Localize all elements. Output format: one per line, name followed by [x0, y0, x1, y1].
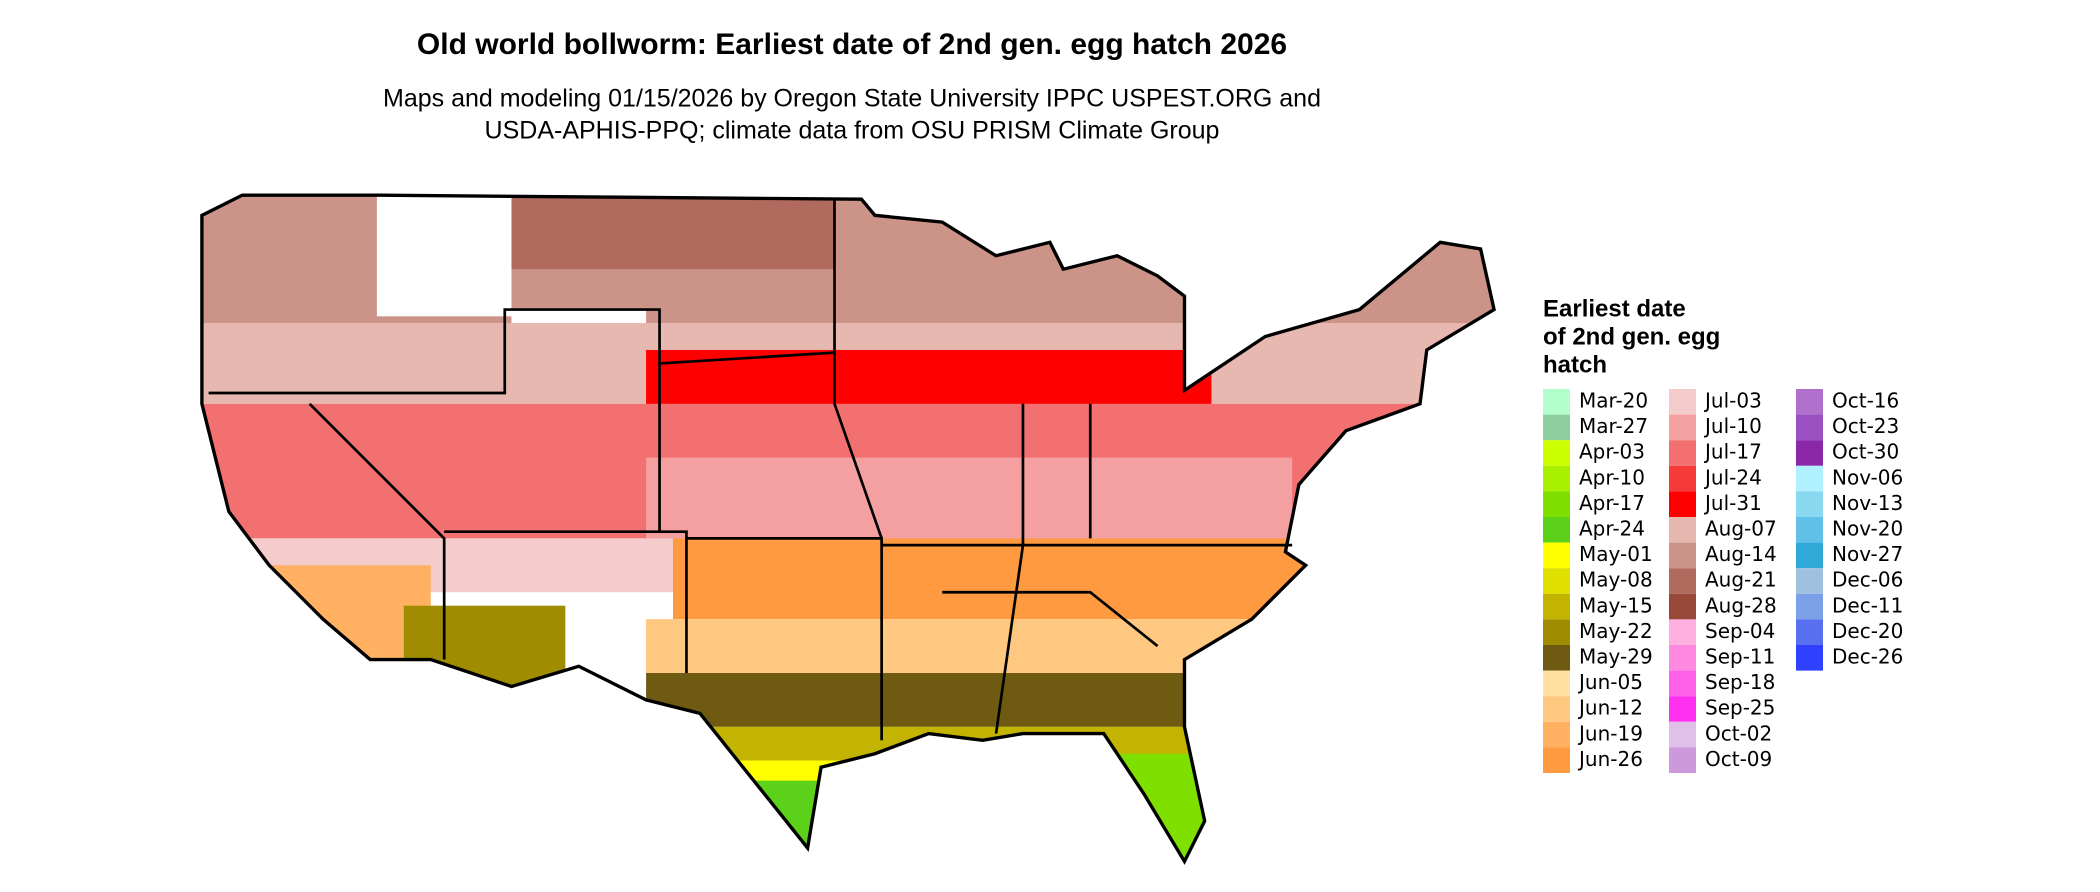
legend-label: Mar-20 [1579, 389, 1648, 413]
legend-label: Jun-05 [1577, 670, 1643, 694]
legend-swatch [1543, 670, 1570, 697]
legend-swatch [1796, 568, 1823, 594]
legend-label: Nov-27 [1832, 542, 1903, 566]
legend-swatch [1543, 568, 1570, 594]
legend-label: Jul-31 [1703, 491, 1762, 515]
legend-label: Nov-20 [1832, 517, 1903, 541]
legend-swatch [1796, 542, 1823, 569]
legend-swatch [1669, 491, 1696, 517]
legend-swatch [1543, 619, 1570, 645]
legend-label: Oct-02 [1705, 721, 1772, 745]
legend-swatch [1669, 721, 1696, 748]
legend-title: of 2nd gen. egg [1543, 323, 1720, 350]
legend-label: Apr-24 [1579, 517, 1645, 541]
legend-label: May-22 [1579, 619, 1653, 643]
legend-swatch [1669, 568, 1696, 594]
legend-label: Aug-14 [1705, 542, 1777, 566]
legend-swatch [1669, 465, 1696, 492]
legend-label: May-15 [1579, 593, 1653, 617]
legend-swatch [1796, 491, 1823, 517]
legend-swatch [1796, 619, 1823, 645]
legend-label: Dec-26 [1832, 645, 1903, 669]
legend-swatch [1543, 517, 1570, 543]
legend-label: May-29 [1579, 645, 1653, 669]
legend-label: Dec-11 [1832, 593, 1903, 617]
legend-swatch [1669, 389, 1696, 415]
legend-swatch [1796, 465, 1823, 492]
us-map [200, 193, 1496, 865]
legend-label: Sep-11 [1705, 645, 1775, 669]
legend-swatch [1669, 440, 1696, 466]
legend-swatch [1669, 747, 1696, 773]
legend-label: Dec-20 [1832, 619, 1903, 643]
legend-swatch [1543, 696, 1570, 722]
legend-label: May-08 [1579, 568, 1653, 592]
legend-label: Oct-23 [1832, 414, 1899, 438]
legend-title: hatch [1543, 351, 1607, 378]
legend-swatch [1543, 440, 1570, 466]
legend-label: Sep-04 [1705, 619, 1775, 643]
legend-swatch [1543, 645, 1570, 671]
legend-label: Jun-26 [1577, 747, 1643, 771]
legend-swatch [1796, 593, 1823, 620]
legend-swatch [1669, 645, 1696, 671]
legend-swatch [1669, 619, 1696, 645]
legend-title: Earliest date [1543, 295, 1686, 322]
legend-swatch [1543, 747, 1570, 773]
legend-label: Oct-16 [1832, 389, 1899, 413]
legend-label: Oct-30 [1832, 440, 1899, 464]
legend-label: Jun-19 [1577, 721, 1643, 745]
legend-label: Oct-09 [1705, 747, 1772, 771]
legend-label: Dec-06 [1832, 568, 1903, 592]
legend-label: Jul-17 [1703, 440, 1762, 464]
legend-label: May-01 [1579, 542, 1653, 566]
legend-swatch [1796, 645, 1823, 671]
legend-swatch [1669, 414, 1696, 441]
legend-swatch [1669, 696, 1696, 722]
legend-swatch [1796, 517, 1823, 543]
legend-swatch [1796, 389, 1823, 415]
legend-swatch [1669, 593, 1696, 620]
subtitle: Maps and modeling 01/15/2026 by Oregon S… [383, 85, 1321, 113]
legend-swatch [1543, 389, 1570, 415]
legend-label: Jul-03 [1703, 389, 1762, 413]
legend-swatch [1543, 721, 1570, 748]
legend-label: Aug-21 [1705, 568, 1777, 592]
legend-label: Aug-07 [1705, 517, 1777, 541]
legend-swatch [1669, 517, 1696, 543]
legend-label: Sep-18 [1705, 670, 1775, 694]
legend-swatch [1543, 465, 1570, 492]
legend-label: Mar-27 [1579, 414, 1648, 438]
legend-label: Apr-17 [1579, 491, 1645, 515]
legend-label: Jun-12 [1577, 696, 1643, 720]
legend-swatch [1543, 542, 1570, 569]
subtitle: USDA-APHIS-PPQ; climate data from OSU PR… [485, 117, 1220, 145]
legend-swatch [1796, 414, 1823, 441]
legend-label: Apr-10 [1579, 465, 1645, 489]
legend-swatch [1669, 670, 1696, 697]
legend-label: Jul-24 [1703, 465, 1762, 489]
legend-label: Apr-03 [1579, 440, 1645, 464]
legend-label: Jul-10 [1703, 414, 1762, 438]
legend-swatch [1543, 491, 1570, 517]
legend-label: Aug-28 [1705, 593, 1777, 617]
legend-swatch [1543, 593, 1570, 620]
title: Old world bollworm: Earliest date of 2nd… [417, 28, 1287, 61]
legend-label: Sep-25 [1705, 696, 1775, 720]
legend-swatch [1796, 440, 1823, 466]
legend-label: Nov-06 [1832, 465, 1903, 489]
legend-label: Nov-13 [1832, 491, 1903, 515]
legend-swatch [1543, 414, 1570, 441]
legend-swatch [1669, 542, 1696, 569]
